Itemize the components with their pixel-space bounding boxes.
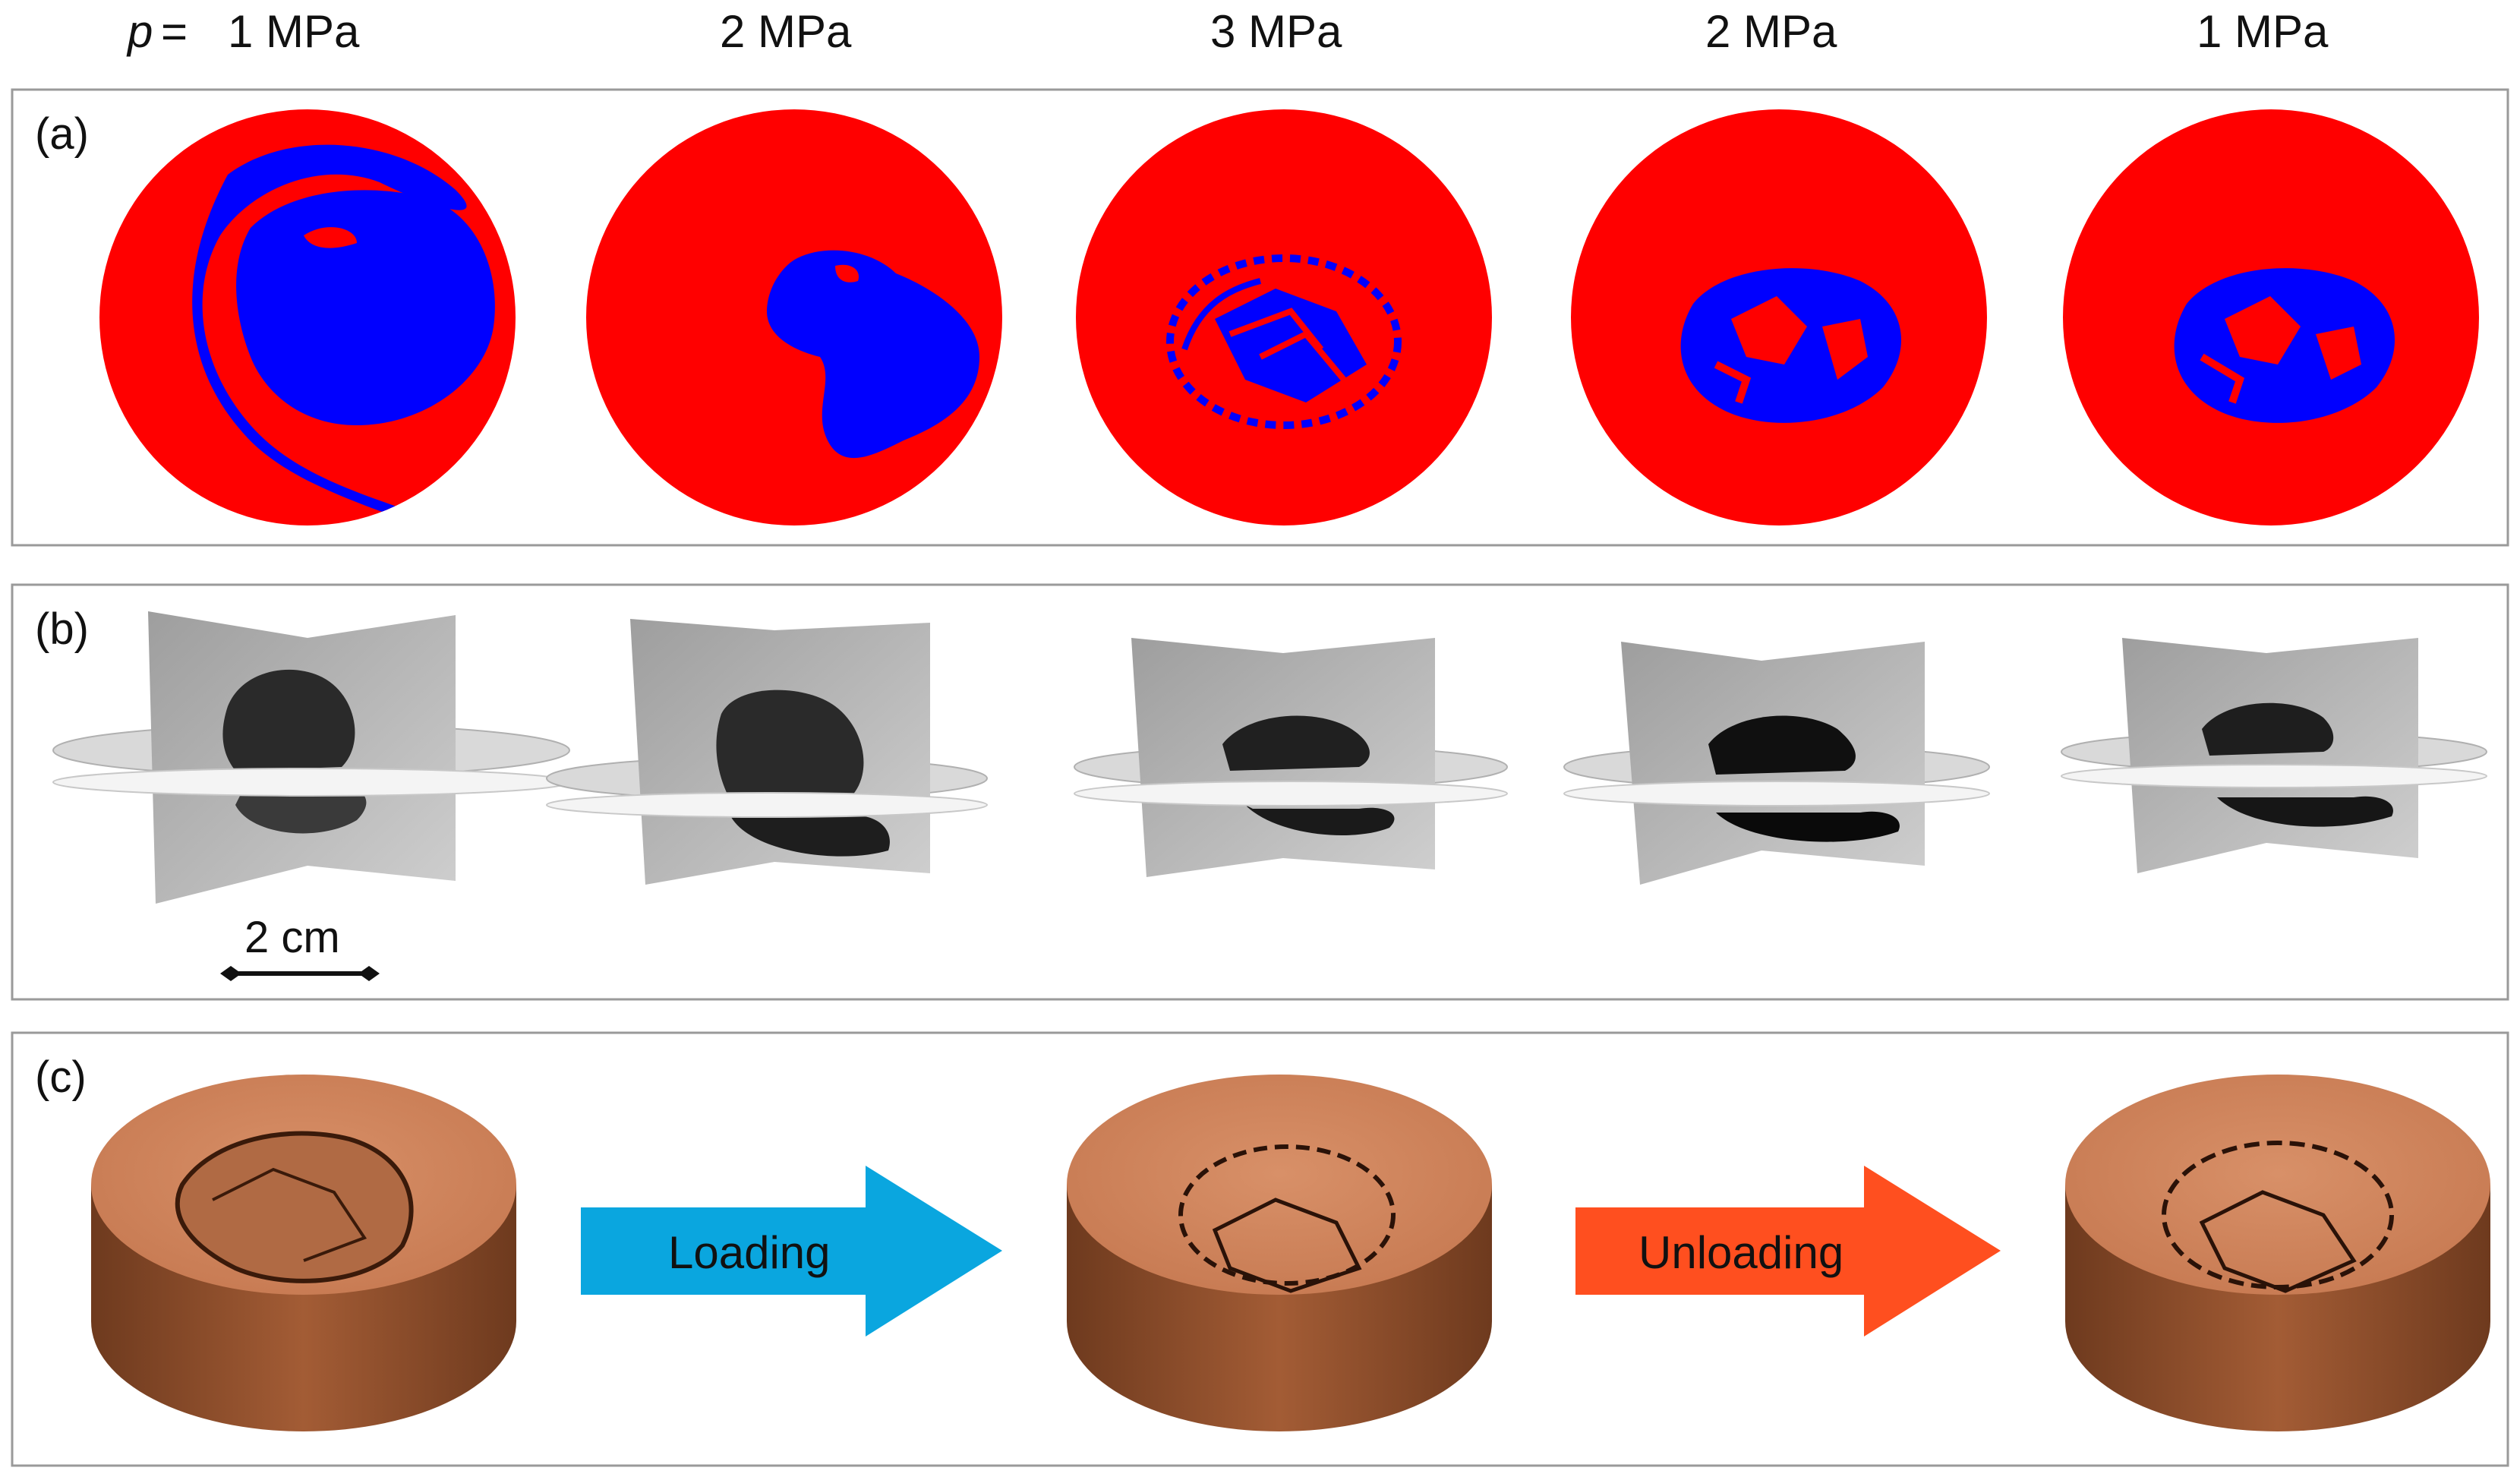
panel-c: (c) Loading Unloading [11,1031,2509,1467]
phase-slice-5 [2063,109,2479,525]
ct-section-3 [1074,638,1508,877]
pressure-label-1: 1 MPa [228,6,360,57]
phase-slice-3 [1076,109,1492,525]
unloading-label: Unloading [1638,1227,1843,1278]
panel-b: (b) [11,583,2509,1001]
panel-b-label: (b) [35,604,89,654]
ct-section-2 [546,619,988,885]
panel-a-label: (a) [35,109,89,159]
unloading-arrow: Unloading [1575,1166,2001,1337]
pressure-label-5: 1 MPa [2197,6,2329,57]
panel-b-frame [11,583,2509,1001]
loading-arrow: Loading [581,1166,1002,1337]
phase-slice-1 [99,109,516,525]
ct-section-5 [2061,638,2487,873]
sample-3d-3 [2065,1075,2490,1431]
sample-3d-1 [91,1075,516,1431]
panel-c-frame [11,1031,2509,1467]
phase-slice-2 [586,109,1002,525]
ct-section-1 [52,611,570,904]
p-equals: = [161,6,188,57]
panel-a: (a) [11,88,2509,547]
p-symbol: p [126,6,153,57]
scale-bar: 2 cm [220,913,380,981]
ct-section-4 [1563,642,1990,885]
panel-c-label: (c) [35,1053,87,1102]
phase-slice-4 [1571,109,1987,525]
pressure-header: p = 1 MPa 2 MPa 3 MPa 2 MPa 1 MPa [126,6,2329,57]
sample-3d-2 [1067,1075,1492,1431]
pressure-label-3: 3 MPa [1210,6,1342,57]
loading-label: Loading [668,1227,831,1278]
panel-a-frame [11,88,2509,547]
pressure-label-4: 2 MPa [1705,6,1837,57]
scale-bar-label: 2 cm [244,913,340,962]
pressure-label-2: 2 MPa [720,6,852,57]
